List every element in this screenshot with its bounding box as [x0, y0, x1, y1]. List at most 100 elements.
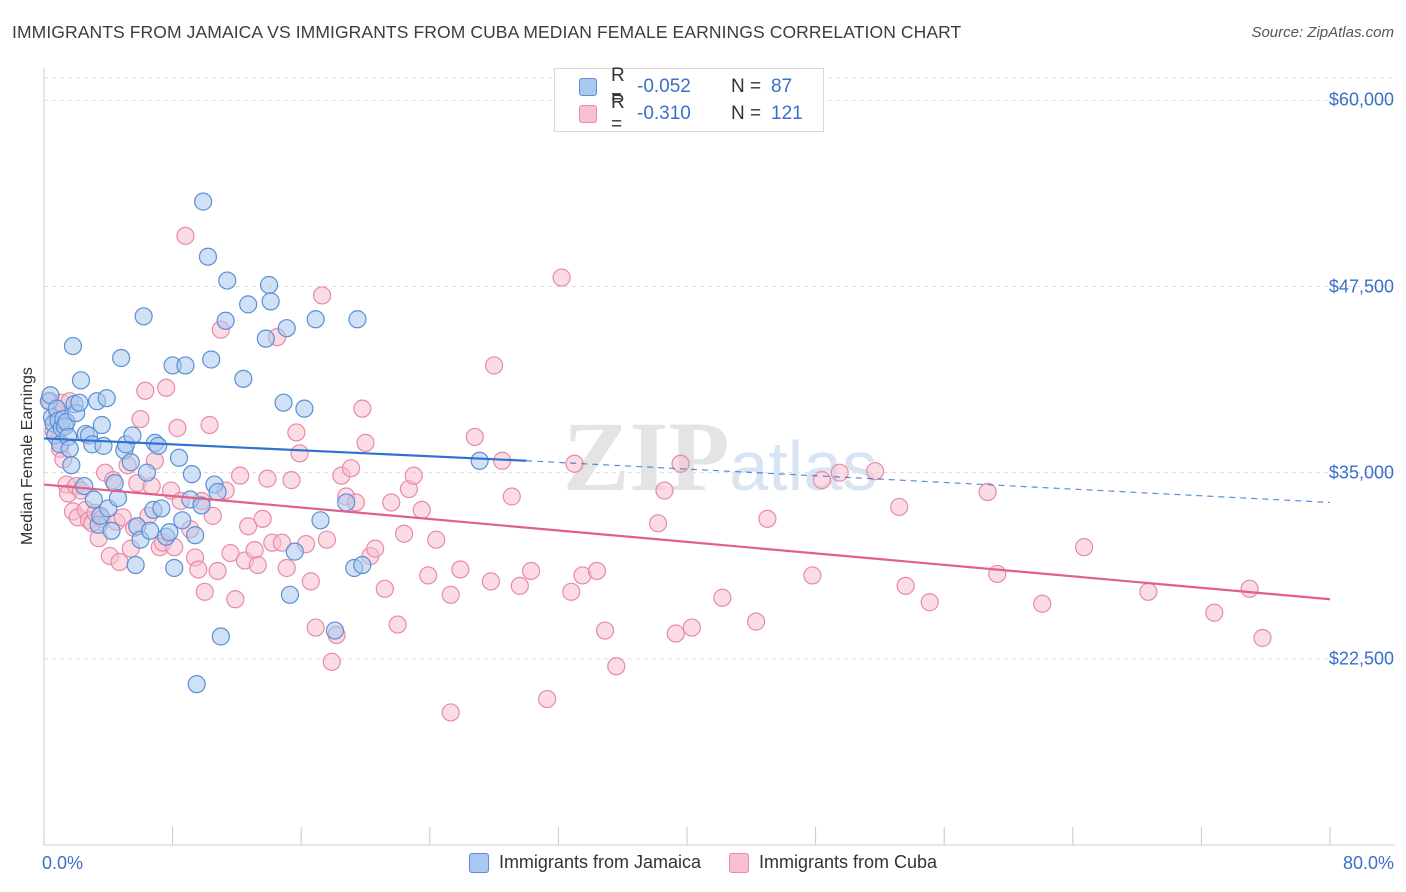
jamaica-point [194, 192, 213, 211]
cuba-point [388, 615, 407, 634]
r-value: -0.052 [637, 76, 691, 97]
jamaica-point [277, 319, 296, 338]
jamaica-point [126, 555, 145, 575]
cuba-point [110, 552, 129, 572]
cuba-point [404, 466, 423, 485]
jamaica-point [75, 476, 94, 496]
watermark: ZIPatlas [563, 401, 878, 512]
jamaica-point [149, 436, 168, 455]
jamaica-point [134, 307, 153, 326]
source-label: Source: ZipAtlas.com [1251, 24, 1394, 41]
cuba-point [341, 459, 361, 478]
cuba-point [168, 418, 187, 438]
jamaica-point [239, 295, 258, 314]
cuba-point [287, 423, 306, 442]
jamaica-point [306, 310, 325, 329]
cuba-point [1205, 603, 1224, 622]
cuba-point [1033, 594, 1052, 613]
jamaica-point [208, 482, 227, 502]
jamaica-point [84, 490, 103, 509]
jamaica-point [108, 488, 128, 508]
chart-title: IMMIGRANTS FROM JAMAICA VS IMMIGRANTS FR… [12, 22, 962, 42]
cuba-point [231, 466, 250, 485]
cuba-point [208, 561, 227, 581]
cuba-point [485, 356, 504, 375]
cuba-point [113, 508, 132, 527]
cuba-point [1074, 538, 1094, 557]
cuba-point [562, 582, 581, 601]
cuba-point [176, 226, 195, 245]
y-tick-label: $47,500 [1328, 276, 1394, 296]
cuba-point [758, 509, 777, 528]
jamaica-point [60, 439, 79, 458]
cuba-point [312, 286, 332, 305]
cuba-point [451, 560, 470, 579]
cuba-point [306, 618, 325, 637]
jamaica-point [285, 542, 304, 561]
cuba-swatch [579, 105, 597, 123]
cuba-point [131, 409, 150, 429]
jamaica-point [152, 499, 171, 518]
legend-item-cuba[interactable]: Immigrants from Cuba [728, 852, 937, 873]
jamaica-point [218, 271, 237, 290]
jamaica-point [261, 292, 280, 311]
cuba-point [221, 543, 240, 563]
cuba-point [375, 579, 394, 598]
cuba-point [713, 588, 732, 607]
cuba-point [865, 462, 885, 481]
jamaica-point [160, 523, 179, 542]
cuba-point [595, 621, 615, 640]
jamaica-point [105, 473, 124, 493]
cuba-point [441, 703, 460, 722]
cuba-point [419, 566, 438, 585]
jamaica-point [62, 456, 81, 475]
jamaica-point [211, 627, 230, 646]
legend-item-jamaica[interactable]: Immigrants from Jamaica [468, 852, 701, 873]
cuba-point [136, 381, 155, 400]
cuba-point [481, 572, 500, 591]
jamaica-point [187, 675, 206, 694]
cuba-point [353, 399, 372, 418]
jamaica-point [348, 310, 367, 329]
cuba-swatch [728, 852, 749, 873]
cuba-point [655, 481, 674, 500]
jamaica-point [295, 399, 314, 418]
cuba-point [277, 558, 296, 578]
cuba-point [200, 415, 219, 435]
watermark-atlas: atlas [729, 427, 877, 505]
r-value: -0.310 [637, 103, 691, 124]
cuba-point [248, 555, 267, 575]
cuba-point [747, 612, 766, 631]
cuba-point [978, 482, 997, 502]
cuba-point [258, 469, 277, 488]
cuba-point [290, 444, 309, 463]
jamaica-point [192, 496, 211, 515]
cuba-point [282, 471, 301, 490]
jamaica-point [198, 247, 218, 266]
cuba-point [812, 471, 832, 490]
cuba-point [510, 576, 529, 595]
trend-lines [43, 437, 1331, 601]
series-jamaica-points [39, 192, 489, 694]
cuba-point [830, 463, 849, 482]
cuba-point [239, 517, 258, 536]
jamaica-point [274, 393, 293, 412]
x-tick-min: 0.0% [42, 853, 84, 873]
jamaica-point [259, 275, 279, 295]
cuba-point [552, 268, 571, 287]
n-label: N = [731, 76, 762, 97]
cuba-point [1240, 579, 1259, 598]
cuba-point [272, 533, 292, 552]
jamaica-point [470, 451, 489, 470]
jamaica-point [280, 585, 300, 604]
y-tick-label: $35,000 [1328, 462, 1394, 483]
cuba-point [382, 493, 401, 512]
jamaica-point [234, 369, 253, 388]
cuba-point [195, 582, 214, 601]
cuba-point [521, 561, 541, 581]
jamaica-point [92, 415, 111, 435]
jamaica-point [102, 521, 121, 540]
cuba-point [896, 576, 915, 595]
jamaica-point [256, 329, 275, 348]
jamaica-point [176, 356, 195, 375]
